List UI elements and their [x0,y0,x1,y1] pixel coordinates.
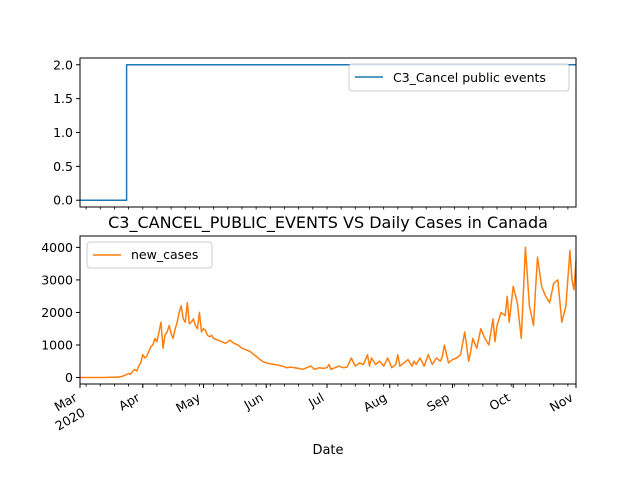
top-legend-box [348,63,570,92]
bottom-panel: C3_CANCEL_PUBLIC_EVENTS VS Daily Cases i… [41,213,577,458]
bottom-y-tick-label: 2000 [41,305,73,320]
x-tick-label: Apr [116,389,143,413]
x-tick-label: Oct [487,390,513,414]
top-legend: C3_Cancel public events [348,63,570,92]
top-panel: 0.0 0.5 1.0 1.5 2.0 C3_Cancel public events [53,57,577,210]
top-y-tick-label: 0.5 [53,159,73,174]
x-tick-label: Jun [240,390,265,413]
top-axes-frame [79,57,577,208]
top-y-tick-label: 1.5 [53,91,73,106]
x-tick-label: Aug [361,390,390,415]
bottom-y-tick-label: 3000 [41,272,73,287]
bottom-y-tick-label: 4000 [41,240,73,255]
x-tick-label: Nov [547,389,576,414]
bottom-y-tick-label: 0 [65,370,73,385]
top-y-tick-label: 1.0 [53,125,73,140]
top-legend-label: C3_Cancel public events [393,70,546,85]
chart-title: C3_CANCEL_PUBLIC_EVENTS VS Daily Cases i… [108,213,548,233]
top-y-tick-label: 2.0 [53,57,73,72]
bottom-legend-label: new_cases [131,247,198,262]
bottom-y-tick-label: 1000 [41,337,73,352]
top-y-ticks: 0.0 0.5 1.0 1.5 2.0 [53,57,80,208]
x-tick-label: Sep [424,390,452,415]
bottom-axes-frame [79,235,577,385]
bottom-series-line [80,246,577,379]
x-tick-label: May [173,389,203,415]
top-y-tick-label: 0.0 [53,193,73,208]
x-tick-label: Jul [305,390,326,411]
bottom-legend: new_cases [86,241,213,269]
bottom-y-ticks: 0 1000 2000 3000 4000 [41,240,80,385]
bottom-series [80,246,577,379]
bottom-legend-box [86,241,213,269]
x-axis-label: Date [312,443,343,458]
